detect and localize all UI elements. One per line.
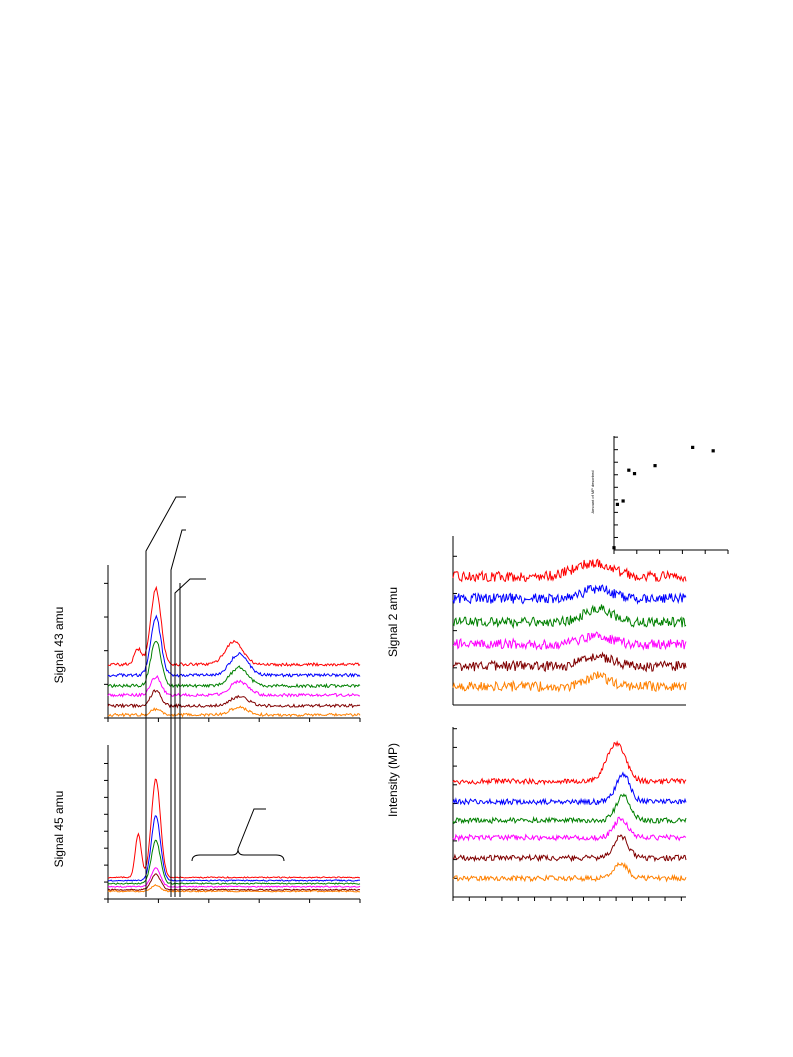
- scatter-point-8: [612, 546, 616, 550]
- inset-scatter: [612, 436, 729, 554]
- panel-signal-43: [104, 565, 361, 722]
- series-line-6: [452, 861, 687, 883]
- series-line-2: [107, 815, 361, 882]
- panel-43-ylabel: Signal 43 amu: [52, 607, 66, 684]
- scatter-point-4: [632, 472, 637, 476]
- series-line-4: [452, 631, 687, 651]
- series-line-4: [107, 674, 360, 698]
- series-line-6: [107, 705, 361, 718]
- leader-line-3: [174, 578, 206, 897]
- series-line-2: [452, 771, 687, 806]
- panel-mp-ylabel: Intensity (MP): [386, 743, 400, 817]
- series-line-1: [452, 740, 687, 786]
- series-line-1: [107, 585, 361, 668]
- leader-line-2: [170, 529, 186, 897]
- series-line-4: [107, 867, 361, 889]
- series-line-5: [452, 651, 687, 673]
- series-line-5: [107, 689, 361, 709]
- brace-leader: [237, 808, 266, 850]
- series-line-4: [452, 816, 687, 843]
- panel-45-ylabel: Signal 45 amu: [52, 791, 66, 868]
- panel-2-ylabel: Signal 2 amu: [386, 587, 400, 657]
- scatter-point-1: [615, 502, 620, 506]
- scatter-point-7: [711, 449, 715, 453]
- scatter-point-6: [691, 445, 695, 449]
- series-line-5: [107, 873, 361, 892]
- series-line-3: [452, 604, 687, 629]
- series-line-1: [452, 558, 687, 583]
- series-line-3: [107, 640, 361, 689]
- series-line-2: [452, 584, 687, 605]
- inset-ylabel: Amount of MP desorbed: [590, 470, 595, 513]
- leader-line-1: [145, 496, 186, 897]
- series-line-6: [107, 884, 361, 893]
- series-line-2: [107, 614, 361, 678]
- series-line-6: [452, 671, 687, 693]
- series-line-3: [452, 793, 687, 825]
- panel-signal-45: [104, 745, 361, 903]
- panel-intensity-mp: [452, 727, 687, 901]
- scatter-point-2: [621, 499, 625, 503]
- scatter-point-5: [653, 464, 657, 468]
- series-line-1: [107, 778, 360, 879]
- panel-signal-2: [452, 536, 687, 706]
- scatter-point-3: [627, 468, 631, 472]
- series-line-3: [107, 839, 361, 885]
- series-line-5: [452, 834, 687, 863]
- annotation-leaders: [145, 496, 285, 897]
- annotation-brace: [191, 848, 285, 862]
